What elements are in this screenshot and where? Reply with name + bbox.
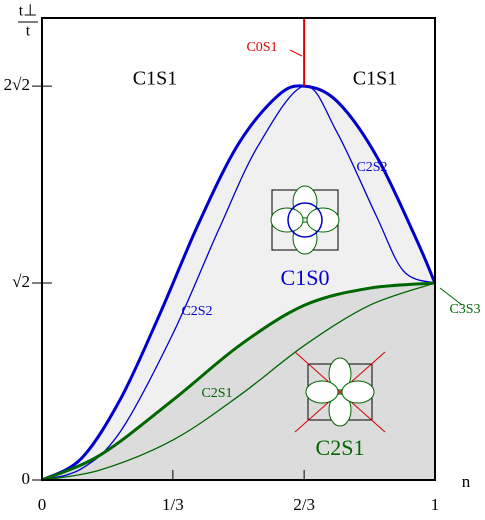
y-tick-label: 0	[22, 469, 31, 488]
x-tick-label: 2/3	[293, 495, 315, 514]
annotation: C1S1	[133, 68, 177, 90]
annotation: C2S2	[356, 160, 387, 175]
x-label: n	[462, 472, 471, 491]
plot-frame	[41, 17, 436, 481]
annotation: C2S1	[201, 386, 232, 401]
y-tick-label: 2√2	[4, 75, 30, 94]
annotation: C3S3	[449, 302, 480, 317]
y-label-numerator: t⊥	[19, 3, 37, 20]
x-tick-label: 1	[431, 495, 440, 514]
curve	[41, 281, 436, 482]
arrow	[289, 49, 303, 57]
annotation: C1S0	[281, 265, 330, 290]
y-tick-label: √2	[12, 272, 30, 291]
arrow	[439, 287, 463, 306]
area	[42, 283, 435, 480]
annotation: C1S1	[353, 68, 397, 90]
x-tick-label: 1/3	[162, 495, 184, 514]
curve	[41, 85, 436, 481]
curve	[41, 282, 436, 481]
annotation: C2S1	[316, 435, 365, 460]
curve	[41, 84, 437, 482]
annotation: C2S2	[181, 304, 212, 319]
x-tick-label: 0	[38, 495, 47, 514]
y-label-denominator: t	[26, 23, 31, 40]
annotation: C0S1	[246, 40, 277, 55]
orbital-icon	[270, 185, 340, 255]
orbital-icon	[294, 351, 386, 433]
